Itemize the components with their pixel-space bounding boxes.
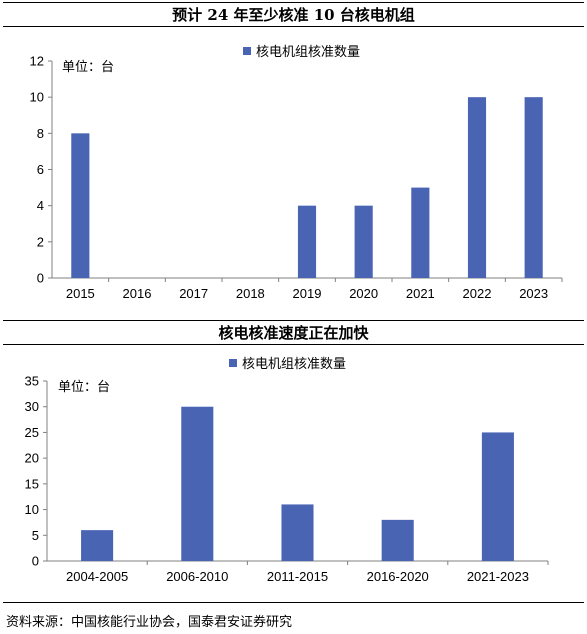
chart2-title: 核电核准速度正在加快 — [218, 324, 369, 342]
chart1-bar — [297, 205, 317, 278]
chart2-y-tick-label: 5 — [32, 528, 39, 543]
chart2-bar — [181, 406, 214, 561]
chart1-bar — [71, 133, 90, 278]
chart2-plot: 0 5 10 15 20 25 30 35 2004-2005 2006-2010 2011-201… — [25, 357, 549, 584]
chart1-bar — [411, 187, 430, 278]
chart1-x-tick-label: 2017 — [179, 286, 208, 301]
top-rule — [3, 2, 584, 3]
chart2-x-tick-label: 2011-2015 — [267, 569, 328, 584]
chart1-bar — [354, 205, 373, 278]
chart2-bar — [481, 432, 514, 561]
chart2-y-tick-label: 30 — [25, 399, 39, 414]
chart2-x-tick-label: 2004-2005 — [66, 569, 128, 584]
chart1-x-tick-label: 2023 — [519, 286, 548, 301]
chart2-top-rule — [3, 320, 584, 321]
chart2-legend-swatch — [229, 359, 237, 367]
chart1-legend-label: 核电机组核准数量 — [256, 45, 360, 60]
chart1-bar — [524, 97, 543, 279]
chart1-x-tick-label: 2022 — [463, 286, 492, 301]
chart2-x-tick-label: 2021-2023 — [467, 569, 529, 584]
chart2-y-tick-label: 20 — [25, 451, 39, 466]
chart2-bar — [81, 530, 114, 561]
source-rule — [3, 602, 584, 603]
chart2-y-tick-label: 25 — [25, 425, 39, 440]
source-note: 资料来源：中国核能行业协会，国泰君安证券研究 — [6, 615, 293, 630]
chart2-bar — [281, 504, 314, 561]
chart1-title: 预计 24 年至少核准 10 台核电机组 — [172, 6, 415, 24]
chart2-y-tick-label: 35 — [25, 374, 39, 389]
chart2-y-tick-label: 10 — [25, 502, 39, 517]
chart2-legend-label: 核电机组核准数量 — [242, 357, 346, 372]
chart1-y-tick-label: 4 — [37, 198, 44, 213]
chart2-bar — [381, 519, 414, 561]
chart1-x-tick-label: 2021 — [406, 286, 435, 301]
chart1-y-tick-label: 12 — [30, 54, 44, 69]
chart1-x-tick-label: 2015 — [66, 286, 95, 301]
chart1-legend-swatch — [243, 47, 251, 55]
chart1-y-tick-label: 2 — [37, 234, 44, 249]
chart1-y-tick-label: 6 — [37, 162, 44, 177]
chart1-y-tick-label: 8 — [37, 126, 44, 141]
chart2-y-tick-label: 15 — [25, 476, 39, 491]
chart2-x-tick-label: 2016-2020 — [367, 569, 429, 584]
chart2-x-tick-label: 2006-2010 — [166, 569, 228, 584]
chart1-x-tick-label: 2018 — [236, 286, 265, 301]
chart1-x-tick-label: 2016 — [123, 286, 152, 301]
chart1-y-tick-label: 0 — [37, 271, 44, 286]
chart1-bar — [467, 97, 487, 279]
chart1-unit-label: 单位：台 — [62, 60, 114, 75]
chart1-y-tick-label: 10 — [30, 90, 44, 105]
chart2-title-rule — [3, 344, 584, 345]
chart1-x-tick-label: 2019 — [293, 286, 322, 301]
chart1-plot: 0 2 4 6 8 10 12 2015 2016 2017 2018 2019 2020 2021 202… — [30, 45, 563, 301]
chart2-unit-label: 单位：台 — [58, 380, 110, 395]
chart2-y-tick-label: 0 — [32, 554, 39, 569]
chart1-x-tick-label: 2020 — [349, 286, 378, 301]
chart1-title-rule — [3, 26, 584, 27]
